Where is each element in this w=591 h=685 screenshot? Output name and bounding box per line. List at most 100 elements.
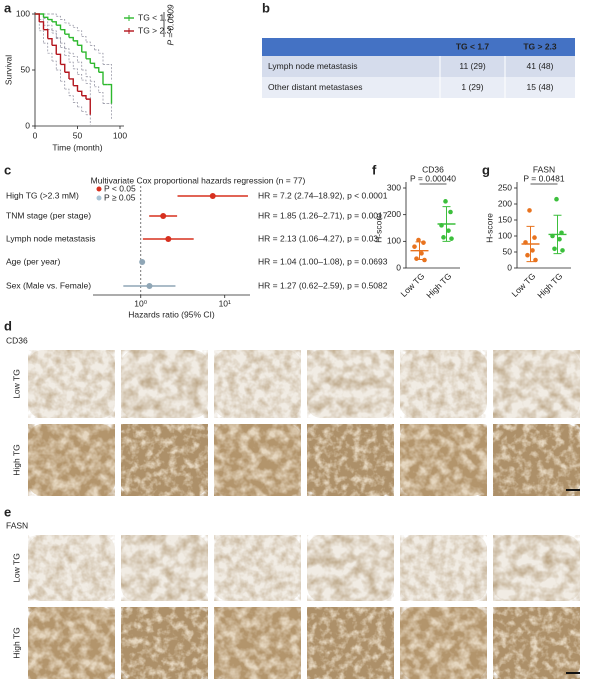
x-tick-label: High TG: [535, 271, 564, 300]
micrograph: [214, 350, 301, 418]
dot: [532, 235, 537, 240]
ci-step: [60, 19, 66, 23]
dot: [412, 244, 417, 249]
hr-label: HR = 1.04 (1.00–1.08), p = 0.0693: [258, 256, 388, 266]
chart-title: FASN: [533, 164, 555, 174]
hr-label: HR = 1.27 (0.62–2.59), p = 0.5082: [258, 280, 388, 290]
y-tick-label: 50: [21, 64, 31, 74]
panel-label: g: [482, 162, 490, 177]
table-cell: Other distant metastases: [268, 82, 363, 92]
micrograph: [28, 424, 115, 496]
panel-subtitle: FASN: [6, 520, 28, 530]
dot: [552, 246, 557, 252]
dot: [416, 237, 421, 243]
survival-step: [43, 16, 49, 20]
micrograph: [400, 424, 487, 496]
micrograph: [493, 424, 580, 496]
survival-step: [77, 90, 83, 96]
panel-label: d: [4, 318, 12, 333]
micrograph: [307, 350, 394, 418]
legend-label: P ≥ 0.05: [104, 192, 136, 202]
dot: [530, 248, 535, 253]
dot: [414, 256, 419, 261]
dot: [443, 199, 448, 204]
survival-step: [86, 98, 91, 115]
survival-step: [107, 83, 113, 104]
ci-step: [43, 42, 49, 54]
table-cell: 1 (29): [461, 82, 483, 92]
ci-step: [52, 32, 57, 38]
panel-label: b: [262, 0, 270, 15]
row-label: Low TG: [11, 553, 21, 583]
y-tick-label: 100: [498, 230, 512, 240]
micrograph: [307, 424, 394, 496]
ci-step: [107, 64, 112, 82]
ci-step: [52, 30, 57, 39]
ci-step: [86, 41, 91, 46]
survival-step: [64, 33, 70, 38]
survival-step: [52, 21, 57, 26]
survival-step: [69, 78, 74, 86]
ci-step: [77, 106, 83, 112]
survival-step: [98, 71, 104, 85]
ci-step: [69, 24, 74, 28]
table-row: [262, 77, 575, 98]
hr-point: [139, 259, 146, 265]
micrograph: [121, 350, 208, 418]
x-tick-label: 10⁰: [134, 298, 147, 308]
ci-step: [73, 27, 78, 31]
axis: [516, 182, 571, 269]
y-axis-label: H-score: [484, 213, 494, 243]
legend-dot: [96, 186, 102, 192]
micrograph: [493, 535, 580, 601]
ci-step: [90, 45, 95, 50]
ci-step: [81, 69, 87, 77]
ci-step: [64, 55, 70, 63]
table-cell: 41 (48): [527, 61, 554, 71]
survival-step: [77, 44, 83, 53]
row-label: High TG (>2.3 mM): [6, 190, 79, 200]
y-tick-label: 300: [387, 182, 401, 192]
dot: [422, 257, 427, 263]
ci-step: [81, 36, 87, 42]
micrograph: [493, 350, 580, 418]
micrograph: [214, 535, 301, 601]
x-tick-label: 0: [33, 130, 38, 140]
micrograph: [400, 607, 487, 679]
hr-point: [160, 213, 167, 219]
hr-label: HR = 1.85 (1.26–2.71), p = 0.0017: [258, 210, 388, 220]
survival-step: [81, 51, 87, 59]
survival-step: [39, 13, 45, 18]
x-tick-label: 50: [73, 130, 83, 140]
x-tick-label: 10¹: [219, 298, 231, 308]
ci-step: [64, 88, 70, 96]
survival-step: [73, 40, 79, 46]
row-label: Sex (Male vs. Female): [6, 280, 91, 290]
row-label: Lymph node metastasis: [6, 233, 95, 243]
hr-label: HR = 7.2 (2.74–18.92), p < 0.0001: [258, 190, 388, 200]
micrograph: [28, 535, 115, 601]
ci-step: [86, 83, 91, 102]
dot: [527, 208, 532, 213]
x-tick-label: Low TG: [398, 271, 426, 299]
dot: [441, 235, 446, 240]
ci-step: [56, 15, 61, 20]
ci-step: [98, 92, 104, 104]
row-label: Low TG: [11, 369, 21, 399]
micrograph: [28, 607, 115, 679]
survival-step: [60, 28, 66, 35]
y-tick-label: 0: [25, 120, 30, 130]
dot: [557, 236, 562, 242]
survival-step: [47, 18, 53, 22]
y-axis-label: Survival: [3, 55, 13, 85]
y-tick-label: 50: [503, 246, 513, 256]
micrograph: [400, 535, 487, 601]
p-value: P = 0.0481: [523, 173, 564, 183]
ci-step: [77, 30, 83, 37]
dot: [554, 196, 559, 202]
legend-label: TG < 1.7: [138, 12, 172, 22]
ci-step: [56, 37, 61, 44]
survival-step: [81, 95, 87, 100]
micrograph: [121, 535, 208, 601]
